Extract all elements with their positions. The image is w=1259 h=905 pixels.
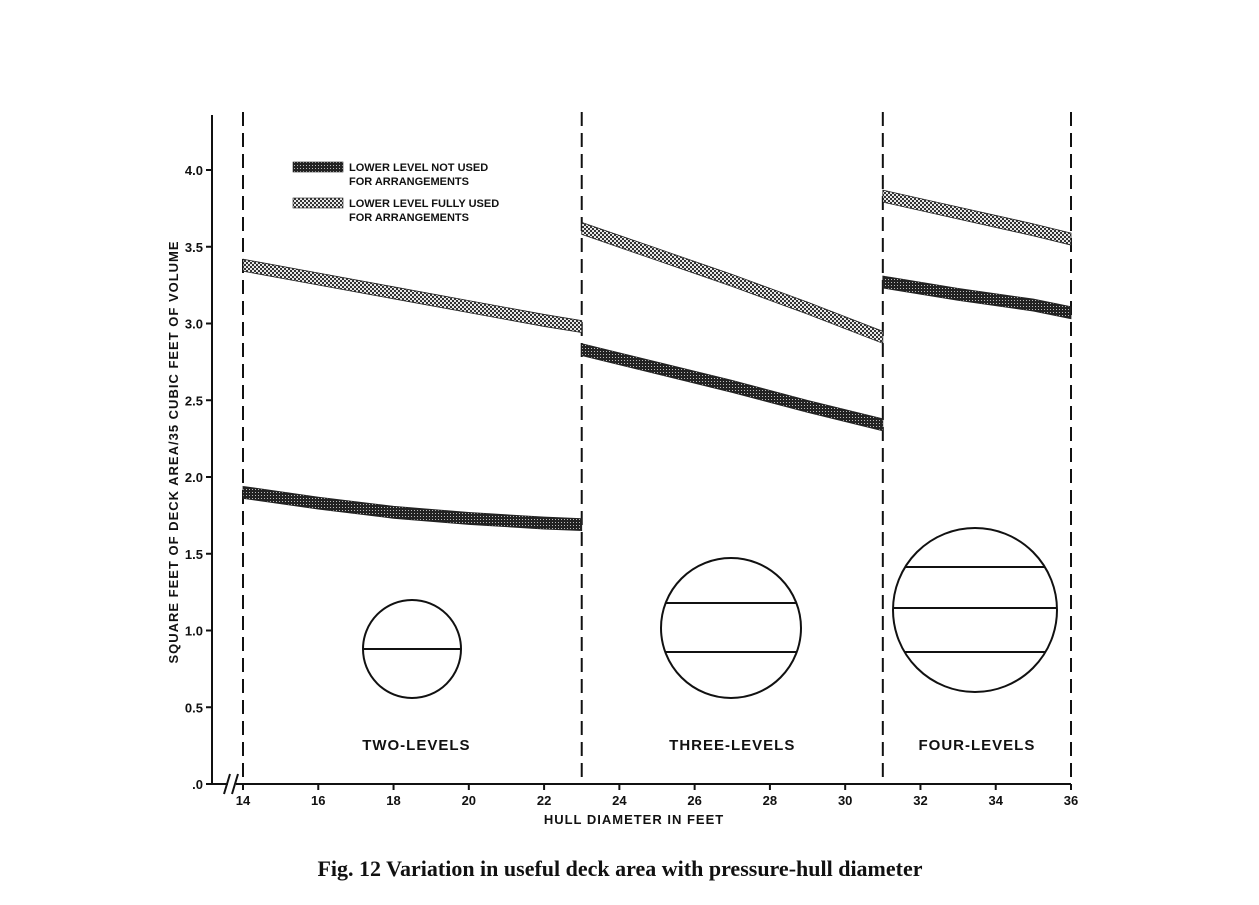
legend-label: LOWER LEVEL NOT USED xyxy=(349,162,488,174)
legend-label: FOR ARRANGEMENTS xyxy=(349,176,469,188)
y-tick-label: 4.0 xyxy=(185,163,203,178)
x-tick-label: 34 xyxy=(988,793,1003,808)
y-tick-label: 1.5 xyxy=(185,547,203,562)
y-tick-label: 2.0 xyxy=(185,470,203,485)
x-axis-title: HULL DIAMETER IN FEET xyxy=(544,812,724,827)
x-tick-label: 18 xyxy=(386,793,400,808)
hull-circle xyxy=(892,527,1058,693)
series-band xyxy=(242,485,583,532)
x-tick-label: 20 xyxy=(462,793,476,808)
x-tick-label: 16 xyxy=(311,793,325,808)
x-tick-label: 22 xyxy=(537,793,551,808)
series-band xyxy=(242,258,583,334)
x-tick-label: 26 xyxy=(687,793,701,808)
y-tick-label: 3.5 xyxy=(185,240,203,255)
x-tick-label: 30 xyxy=(838,793,852,808)
legend-swatch xyxy=(292,197,344,209)
y-tick-label: .0 xyxy=(192,777,203,792)
y-tick-label: 2.5 xyxy=(185,393,203,408)
region-label: THREE-LEVELS xyxy=(669,737,795,754)
region-label: FOUR-LEVELS xyxy=(918,737,1035,754)
x-tick-label: 32 xyxy=(913,793,927,808)
legend-swatch xyxy=(292,161,344,173)
legend-label: FOR ARRANGEMENTS xyxy=(349,212,469,224)
y-tick-label: 3.0 xyxy=(185,317,203,332)
x-tick-label: 28 xyxy=(763,793,777,808)
x-tick-label: 36 xyxy=(1064,793,1078,808)
series-band xyxy=(581,343,884,432)
axis-ticks: .0 0.5 1.0 1.5 2.0 2.5 3.0 3.5 4.0 14 16 18 20 22 24 26… xyxy=(185,163,1078,808)
hull-diagrams: TWO-LEVELS THREE-LEVELS FOUR-LEVELS xyxy=(362,527,1058,754)
series-band xyxy=(882,189,1072,246)
series-bands xyxy=(242,189,1072,532)
region-label: TWO-LEVELS xyxy=(362,737,470,754)
y-axis-title: SQUARE FEET OF DECK AREA/35 CUBIC FEET O… xyxy=(166,240,181,663)
y-tick-label: 0.5 xyxy=(185,700,203,715)
series-band xyxy=(882,275,1072,320)
x-tick-label: 24 xyxy=(612,793,627,808)
figure-caption: Fig. 12 Variation in useful deck area wi… xyxy=(317,856,922,881)
hull-circle xyxy=(660,557,802,699)
x-tick-label: 14 xyxy=(236,793,251,808)
legend-label: LOWER LEVEL FULLY USED xyxy=(349,198,499,210)
series-band xyxy=(581,221,884,344)
axis-break-mark xyxy=(223,773,239,795)
plot-frame xyxy=(211,115,1071,795)
legend: LOWER LEVEL NOT USED FOR ARRANGEMENTS LOWE… xyxy=(292,161,499,224)
y-tick-label: 1.0 xyxy=(185,624,203,639)
